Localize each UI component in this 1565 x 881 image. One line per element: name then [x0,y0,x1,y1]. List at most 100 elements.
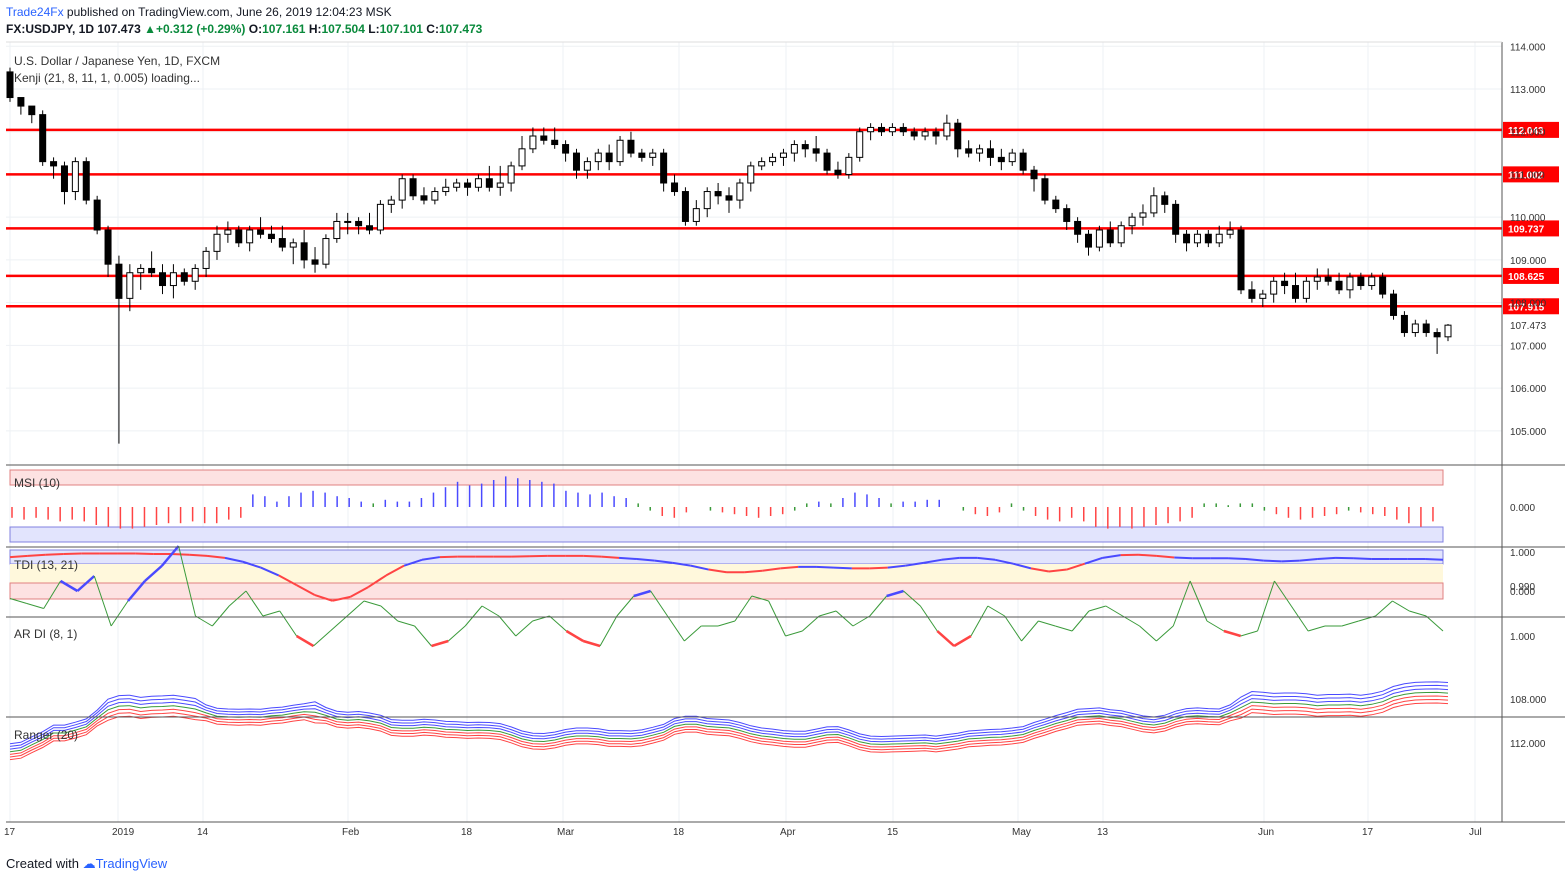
tradingview-link[interactable]: TradingView [95,856,168,871]
candle-bull [1259,293,1267,299]
candle-bull [191,267,199,282]
candle-bear [1281,280,1289,287]
candle-bull [976,148,984,154]
candle-bull [387,199,395,205]
candle-bear [932,131,940,137]
ardi-line [768,600,786,637]
candle-bull [137,267,145,274]
candle-bear [997,156,1005,163]
candle-bull [224,229,232,235]
ardi-line [363,600,382,607]
tdi-line [27,553,46,557]
price-tick: 105.000 [1510,427,1547,438]
close-label: C: [426,22,439,36]
time-tick: 2019 [112,827,135,838]
ardi-line [295,634,315,648]
candle-bear [1041,178,1049,201]
ardi-line [515,620,533,637]
ardi-line [650,590,668,617]
ardi-line [431,639,449,648]
candle-bear [235,229,243,244]
ardi-line [903,590,921,607]
ardi-line [1038,620,1056,627]
candle-bear [1074,220,1082,235]
panel-labels: U.S. Dollar / Japanese Yen, 1D, FXCM Ken… [14,54,220,742]
level-value: 109.737 [1508,224,1545,235]
tdi-line [994,558,1014,565]
ardi-line [1122,615,1140,627]
candle-bear [148,267,156,274]
ardi-line [397,620,415,627]
ohlc-header: FX:USDJPY, 1D 107.473 ▲+0.312 (+0.29%) O… [6,22,482,36]
ardi-line [76,575,96,592]
candle-bull [747,165,755,184]
tdi-line [1174,556,1193,560]
candle-bear [39,114,47,163]
tdi-line [780,565,799,570]
candle-bull [289,242,297,248]
tdi-panel [9,549,1444,602]
candle-bear [1063,208,1071,222]
tdi-line [905,561,924,567]
ardi-line [178,545,196,617]
candle-bear [605,152,613,163]
candle-bear [278,238,286,248]
tdi-line [833,566,852,570]
ardi-line [717,620,736,627]
ardi-line [464,605,483,627]
candle-bull [1150,195,1158,214]
candle-bull [888,126,896,133]
ardi-line [1425,615,1444,632]
candle-bull [398,178,406,201]
candle-bull [202,250,210,269]
candle-bear [551,139,559,146]
tdi-line [1138,553,1157,557]
candle-bear [1324,276,1332,282]
ardi-line [751,595,769,602]
candle-bear [823,152,831,171]
last-price-tick: 107.473 [1510,321,1547,332]
candle-bull [1411,323,1419,334]
time-tick: Apr [780,827,796,838]
candle-bear [1030,169,1038,180]
candle-bull [1095,229,1103,248]
price-tick: 106.000 [1510,384,1547,395]
candle-bull [169,272,177,287]
ardi-line [59,579,79,593]
candle-bull [496,182,504,188]
tdi-line [1317,556,1336,561]
candle-bull [779,152,787,158]
main-title: U.S. Dollar / Japanese Yen, 1D, FXCM [14,54,220,68]
author-link[interactable]: Trade24Fx [6,5,64,19]
ardi-line [245,590,264,617]
ardi-line [819,610,837,617]
candle-bull [1226,229,1234,235]
candle-bear [540,135,548,141]
candle-bull [1270,280,1278,295]
ardi-line [886,589,904,598]
tdi-line [762,567,781,572]
candle-bear [1357,276,1365,287]
publish-info: published on TradingView.com, June 26, 2… [63,5,392,19]
ardi-panel [9,545,1444,648]
candle-bull [790,144,798,154]
ardi-line [616,595,635,617]
candle-bear [627,139,635,154]
candle-bull [1139,212,1147,218]
candle-bull [1302,280,1310,299]
ardi-line [26,603,44,609]
ardi-line [987,605,1005,617]
ardi-line [127,580,146,602]
candle-bear [60,165,68,193]
candle-bear [311,259,319,265]
high-value: 107.504 [321,22,365,36]
tdi-line [887,564,906,569]
candle-bull [921,131,929,137]
ardi-line [1071,610,1090,632]
tdi-line [385,564,405,577]
ardi-line [414,625,432,647]
high-label: H: [308,22,322,36]
tdi-line [421,556,441,561]
candle-bull [213,233,221,252]
